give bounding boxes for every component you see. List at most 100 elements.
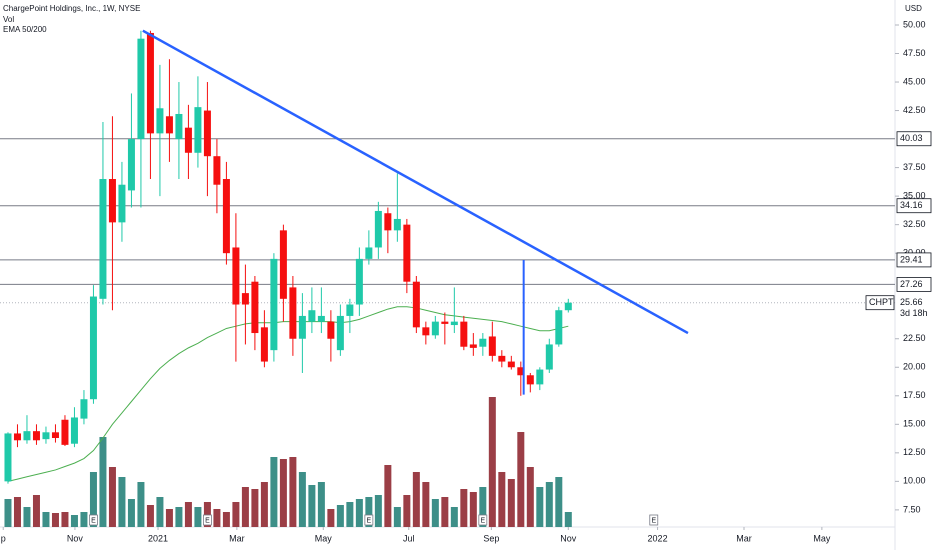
volume-bar	[23, 507, 31, 527]
x-tick-label: Nov	[560, 533, 577, 543]
y-tick-label: 32.50	[903, 219, 926, 229]
y-tick-label: 20.00	[903, 362, 926, 372]
candle-body	[431, 321, 439, 336]
volume-label: Vol	[3, 15, 14, 24]
volume-bar	[488, 397, 496, 527]
volume-bar	[384, 465, 392, 527]
candle-body	[365, 247, 373, 259]
volume-bar	[165, 509, 173, 527]
candle-body	[564, 302, 572, 311]
y-tick-label: 7.50	[903, 504, 921, 514]
candle-body	[70, 417, 78, 444]
volume-bar	[469, 492, 477, 527]
candle-body	[393, 218, 401, 231]
volume-bar	[460, 489, 468, 527]
volume-bar	[298, 472, 306, 527]
earnings-label: E	[480, 517, 485, 524]
trendline	[142, 29, 689, 335]
candle-body	[222, 179, 230, 254]
candle-body	[498, 355, 506, 362]
volume-bar	[355, 499, 363, 527]
candle-body	[184, 127, 192, 153]
candle-body	[270, 258, 278, 351]
earnings-label: E	[367, 517, 372, 524]
candle-body	[232, 247, 240, 305]
volume-bar	[260, 482, 268, 527]
y-tick-label: 45.00	[903, 76, 926, 86]
candle-body	[526, 375, 534, 385]
volume-bar	[412, 472, 420, 527]
volume-bar	[127, 499, 135, 527]
y-tick-label: 50.00	[903, 19, 926, 29]
countdown-label: 3d 18h	[900, 308, 928, 318]
level-label-box	[896, 131, 932, 147]
candle-body	[460, 321, 468, 347]
volume-bar	[61, 512, 69, 527]
x-tick-label: Mar	[229, 533, 245, 543]
volume-bar	[203, 502, 211, 527]
x-tick-label: 2021	[148, 533, 168, 543]
earnings-box	[478, 514, 488, 526]
volume-bar	[184, 502, 192, 527]
earnings-label: E	[651, 517, 656, 524]
volume-bar	[194, 507, 202, 527]
volume-bar	[99, 437, 107, 527]
volume-bar	[374, 495, 382, 527]
volume-bar	[175, 507, 183, 527]
candle-body	[213, 156, 221, 185]
last-price-label: 25.66	[900, 297, 923, 307]
candle-body	[441, 321, 449, 324]
volume-bar	[137, 482, 145, 527]
volume-bar	[51, 513, 59, 527]
volume-bar	[308, 485, 316, 527]
candle-body	[4, 433, 12, 482]
earnings-label: E	[91, 517, 96, 524]
volume-bar	[346, 502, 354, 527]
earnings-label: E	[205, 517, 210, 524]
candle-body	[194, 107, 202, 153]
volume-bar	[80, 512, 88, 527]
volume-bar	[251, 489, 259, 527]
volume-bar	[545, 482, 553, 527]
volume-bar	[327, 509, 335, 527]
volume-bar	[89, 472, 97, 527]
candle-body	[422, 327, 430, 336]
volume-bar	[146, 505, 154, 527]
y-tick-label: 17.50	[903, 390, 926, 400]
candle-body	[61, 419, 69, 445]
volume-bar	[32, 495, 40, 527]
y-tick-label: 35.00	[903, 191, 926, 201]
candle-body	[260, 327, 268, 362]
candle-body	[479, 338, 487, 347]
candle-body	[89, 296, 97, 400]
volume-bar	[222, 512, 230, 527]
volume-bar	[317, 482, 325, 527]
x-tick-label: Sep	[483, 533, 499, 543]
volume-bar	[564, 512, 572, 527]
candle-body	[51, 432, 59, 439]
candle-body	[289, 287, 297, 339]
candle-body	[42, 432, 50, 440]
volume-bar	[232, 502, 240, 527]
volume-bar	[241, 487, 249, 527]
candle-body	[517, 367, 525, 376]
volume-bar	[365, 497, 373, 527]
volume-bar	[4, 499, 12, 527]
candle-body	[412, 281, 420, 328]
candle-body	[23, 431, 31, 441]
candle-body	[555, 310, 563, 345]
volume-bar	[450, 507, 458, 527]
y-tick-label: 10.00	[903, 476, 926, 486]
volume-bar	[393, 507, 401, 527]
y-tick-label: 12.50	[903, 447, 926, 457]
level-label: 27.26	[900, 279, 923, 289]
candle-body	[118, 184, 126, 223]
volume-bar	[555, 477, 563, 527]
candle-body	[507, 361, 515, 368]
candle-body	[355, 258, 363, 305]
candle-body	[336, 315, 344, 351]
symbol-box	[865, 295, 895, 311]
